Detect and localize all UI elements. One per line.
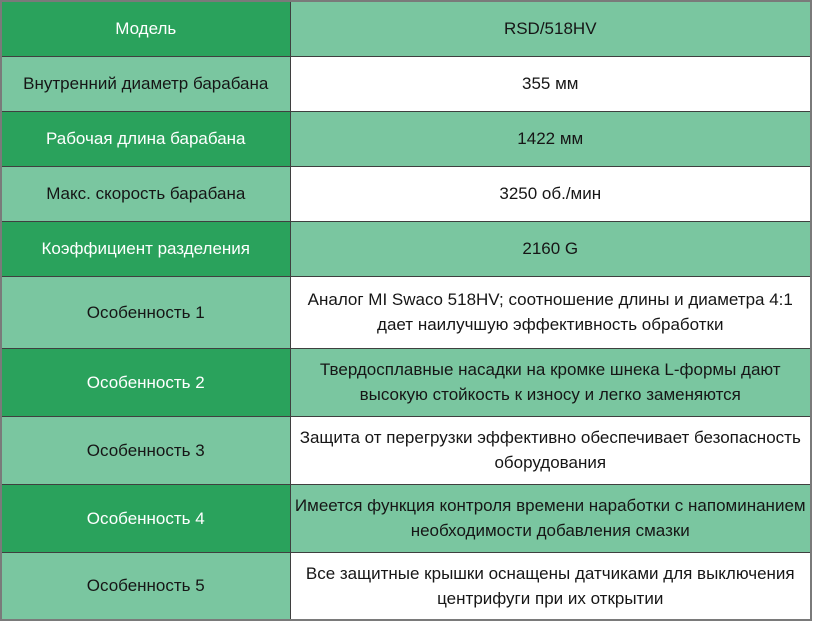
row-label-cell: Особенность 3	[0, 415, 291, 485]
row-value-cell: Аналог MI Swaco 518HV; соотношение длины…	[289, 275, 812, 349]
row-value-cell: Защита от перегрузки эффективно обеспечи…	[289, 415, 812, 485]
table-row-inner-diameter: Внутренний диаметр барабана 355 мм	[0, 55, 812, 112]
table-row-model: Модель RSD/518HV	[0, 0, 812, 57]
row-value-cell: 1422 мм	[289, 110, 812, 167]
table-row-feature-4: Особенность 4 Имеется функция контроля в…	[0, 483, 812, 553]
row-value-cell: Твердосплавные насадки на кромке шнека L…	[289, 347, 812, 417]
row-label-cell: Особенность 4	[0, 483, 291, 553]
table-row-feature-2: Особенность 2 Твердосплавные насадки на …	[0, 347, 812, 417]
row-label-cell: Особенность 5	[0, 551, 291, 621]
table-row-separation-factor: Коэффициент разделения 2160 G	[0, 220, 812, 277]
row-label-cell: Модель	[0, 0, 291, 57]
row-value-cell: Все защитные крышки оснащены датчиками д…	[289, 551, 812, 621]
row-label-cell: Особенность 2	[0, 347, 291, 417]
row-label-cell: Особенность 1	[0, 275, 291, 349]
row-label-cell: Макс. скорость барабана	[0, 165, 291, 222]
row-value-cell: 3250 об./мин	[289, 165, 812, 222]
table-row-feature-3: Особенность 3 Защита от перегрузки эффек…	[0, 415, 812, 485]
row-value-cell: 355 мм	[289, 55, 812, 112]
row-value-cell: RSD/518HV	[289, 0, 812, 57]
table-row-working-length: Рабочая длина барабана 1422 мм	[0, 110, 812, 167]
table-row-max-speed: Макс. скорость барабана 3250 об./мин	[0, 165, 812, 222]
table-row-feature-5: Особенность 5 Все защитные крышки оснаще…	[0, 551, 812, 621]
row-label-cell: Коэффициент разделения	[0, 220, 291, 277]
row-label-cell: Рабочая длина барабана	[0, 110, 291, 167]
row-value-cell: 2160 G	[289, 220, 812, 277]
row-label-cell: Внутренний диаметр барабана	[0, 55, 291, 112]
table-row-feature-1: Особенность 1 Аналог MI Swaco 518HV; соо…	[0, 275, 812, 349]
row-value-cell: Имеется функция контроля времени наработ…	[289, 483, 812, 553]
